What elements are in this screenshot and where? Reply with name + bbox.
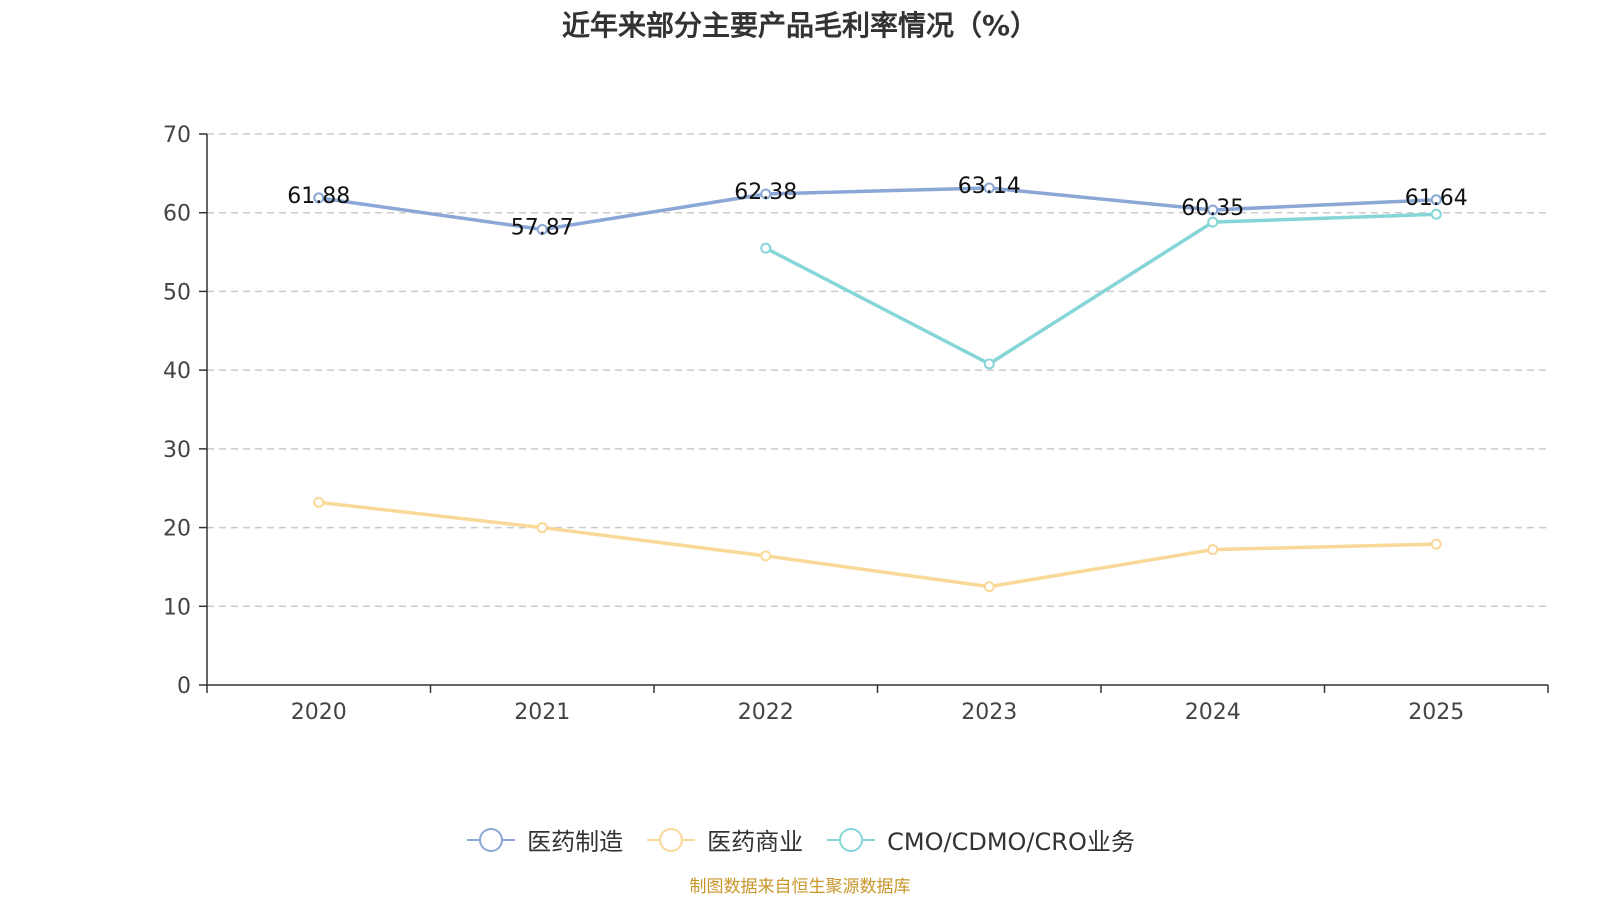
- data-label: 62.38: [734, 180, 797, 205]
- legend-label: 医药商业: [707, 828, 804, 856]
- data-label: 60.35: [1181, 196, 1244, 221]
- y-tick-label: 40: [163, 359, 191, 384]
- y-tick-label: 0: [177, 674, 191, 699]
- data-point: [983, 358, 995, 370]
- data-labels: 61.88 57.87 62.38 63.14 60.35 61.64: [287, 174, 1467, 240]
- legend-swatch-icon: [647, 827, 696, 852]
- legend-item[interactable]: 医药制造: [465, 822, 623, 857]
- gridlines: [207, 133, 1548, 608]
- y-tick-label: 70: [163, 123, 191, 148]
- data-point: [1207, 216, 1219, 228]
- y-tick-label: 10: [163, 595, 191, 620]
- chart-title: 近年来部分主要产品毛利率情况（%）: [561, 9, 1039, 42]
- legend-label: CMO/CDMO/CRO业务: [887, 828, 1135, 856]
- data-point: [1430, 538, 1442, 550]
- y-tick-label: 20: [163, 517, 191, 542]
- legend-swatch-icon: [827, 827, 876, 852]
- x-tick-label: 2021: [514, 700, 570, 725]
- data-point: [536, 223, 548, 235]
- series-lines: [318, 186, 1437, 589]
- data-label: 63.14: [958, 174, 1021, 199]
- x-tick-label: 2024: [1185, 700, 1241, 725]
- source-note: 制图数据来自恒生聚源数据库: [689, 877, 911, 897]
- x-tick-label: 2023: [961, 700, 1017, 725]
- data-point: [760, 188, 772, 200]
- legend-item[interactable]: CMO/CDMO/CRO业务: [825, 822, 1135, 857]
- legend-swatch-icon: [467, 827, 516, 852]
- x-tick-label: 2022: [738, 700, 794, 725]
- legend: 医药制造 医药商业 CMO/CDMO/CRO业务: [0, 822, 1600, 857]
- data-point: [760, 242, 772, 254]
- data-label: 61.88: [287, 184, 350, 209]
- series-line-2: [764, 212, 1437, 366]
- axes: 0 10 20 30 40 50 60 70 2020 2021 2022 2023 2024 2025: [163, 123, 1549, 725]
- data-label: 57.87: [511, 215, 574, 240]
- y-tick-label: 30: [163, 438, 191, 463]
- data-point: [1430, 194, 1442, 206]
- legend-item[interactable]: 医药商业: [645, 822, 803, 857]
- series-line-1: [318, 500, 1437, 589]
- x-tick-label: 2025: [1408, 700, 1464, 725]
- data-point: [1207, 544, 1219, 556]
- data-point: [313, 496, 325, 508]
- legend-label: 医药制造: [527, 828, 624, 856]
- data-point: [313, 192, 325, 204]
- data-point: [983, 581, 995, 593]
- data-label: 61.64: [1405, 186, 1468, 211]
- x-tick-label: 2020: [291, 700, 347, 725]
- series-line-0: [318, 186, 1437, 232]
- series-points: [313, 182, 1442, 593]
- data-point: [1430, 208, 1442, 220]
- y-tick-label: 60: [163, 202, 191, 227]
- data-point: [1207, 204, 1219, 216]
- data-point: [983, 182, 995, 194]
- data-point: [536, 522, 548, 534]
- data-point: [760, 550, 772, 562]
- y-tick-label: 50: [163, 280, 191, 305]
